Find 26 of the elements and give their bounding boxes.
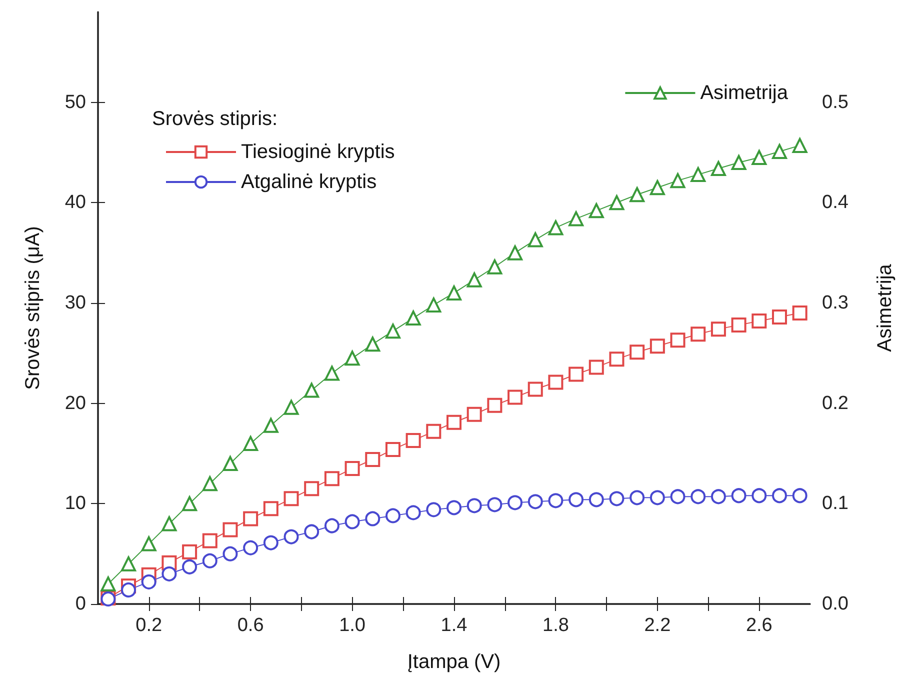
y2-tick-label: 0.2 — [822, 392, 848, 414]
y-tick-label: 40 — [64, 192, 86, 214]
y2-tick-label: 0.1 — [822, 493, 848, 514]
y-tick-label: 0 — [75, 594, 86, 614]
x-tick-label: 2.6 — [746, 615, 772, 636]
y-tick-label: 20 — [64, 392, 86, 414]
x-tick-label: 1.0 — [339, 615, 366, 636]
y-tick-label: 50 — [64, 92, 86, 113]
legend-label: Atgalinė kryptis — [241, 171, 377, 193]
x-tick-label: 2.2 — [644, 615, 671, 636]
legend-title: Srovės stipris: — [152, 108, 278, 130]
y-axis-title: Srovės stipris (μA) — [22, 226, 44, 390]
y-tick-label: 10 — [64, 493, 86, 514]
legend-label: Tiesioginė kryptis — [241, 141, 395, 163]
x-tick-label: 0.2 — [136, 615, 162, 636]
x-axis-title: Įtampa (V) — [407, 651, 501, 673]
x-tick-label: 1.4 — [440, 615, 468, 636]
y2-tick-label: 0.0 — [822, 594, 848, 614]
x-tick-label: 1.8 — [542, 615, 569, 636]
y2-tick-label: 0.4 — [822, 192, 849, 214]
y2-tick-label: 0.3 — [822, 292, 848, 314]
x-tick-label: 0.6 — [237, 615, 264, 636]
legend-label: Asimetrija — [700, 82, 789, 104]
y2-tick-label: 0.5 — [822, 92, 848, 113]
y-tick-label: 30 — [64, 292, 86, 314]
y2-axis-title: Asimetrija — [874, 263, 896, 352]
